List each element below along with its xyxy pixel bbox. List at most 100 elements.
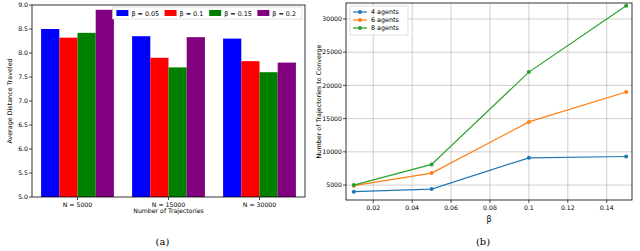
tick-label: 5.5 [18, 169, 28, 176]
legend-marker [358, 10, 362, 14]
tick-label: 0.1 [524, 204, 534, 211]
legend-swatch [165, 10, 177, 16]
tick-label: 5000 [326, 181, 342, 188]
legend-box [350, 6, 408, 35]
legend-swatch [209, 10, 221, 16]
legend-label: β = 0.1 [180, 10, 204, 18]
category-label: N = 5000 [63, 201, 93, 208]
tick [451, 200, 452, 203]
grid-line [606, 3, 607, 200]
tick [567, 200, 568, 203]
legend: 4 agents6 agents8 agents [350, 6, 408, 35]
marker [352, 184, 356, 188]
marker [430, 162, 434, 166]
tick [606, 200, 607, 203]
tick-label: 5.0 [18, 193, 28, 200]
grid-line [451, 3, 452, 200]
tick [168, 197, 169, 200]
category-label: N = 30000 [243, 201, 276, 208]
bar [59, 38, 77, 197]
bar [241, 61, 259, 197]
bar [96, 10, 114, 197]
tick [343, 85, 346, 86]
tick-label: 0.06 [444, 204, 458, 211]
tick [29, 125, 32, 126]
marker [430, 171, 434, 175]
tick [29, 53, 32, 54]
caption: (b) [476, 236, 490, 247]
tick [29, 149, 32, 150]
legend-swatch [257, 10, 269, 16]
marker [624, 154, 628, 158]
tick [489, 200, 490, 203]
marker [430, 187, 434, 191]
marker [624, 4, 628, 8]
legend-swatch [116, 10, 128, 16]
plot-area [352, 4, 628, 194]
x-axis-label: Number of Trajectories [133, 207, 203, 215]
tick [29, 5, 32, 6]
tick [343, 151, 346, 152]
legend-box [112, 7, 302, 19]
bar [78, 33, 96, 197]
tick [29, 29, 32, 30]
grid-line [346, 151, 632, 152]
tick-label: 9.0 [18, 1, 28, 8]
bar [278, 63, 296, 197]
tick [77, 197, 78, 200]
tick [29, 101, 32, 102]
tick-label: 15000 [322, 115, 342, 122]
tick-label: 0.08 [483, 204, 497, 211]
grid-line [346, 52, 632, 53]
legend: β = 0.05β = 0.1β = 0.15β = 0.2 [112, 7, 302, 19]
tick [412, 200, 413, 203]
tick-label: 8.0 [18, 49, 28, 56]
legend-label: β = 0.2 [272, 10, 296, 18]
tick-label: 25000 [322, 48, 342, 55]
grid-line [567, 3, 568, 200]
grid-line [412, 3, 413, 200]
tick-label: 30000 [322, 15, 342, 22]
plot-area [41, 10, 296, 197]
figure: 5.05.56.06.57.07.58.08.59.0N = 5000N = 1… [0, 0, 640, 251]
legend-label: 6 agents [371, 16, 400, 24]
tick-label: 20000 [322, 82, 342, 89]
frame [346, 3, 632, 200]
line [354, 92, 626, 186]
legend-marker [358, 18, 362, 22]
tick-label: 10000 [322, 148, 342, 155]
marker [624, 90, 628, 94]
grid-line [346, 85, 632, 86]
tick [29, 77, 32, 78]
y-axis-label: Average Distance Traveled [6, 58, 14, 143]
tick-label: 0.04 [405, 204, 419, 211]
marker [527, 70, 531, 74]
marker [352, 183, 356, 187]
tick-label: 8.5 [18, 25, 28, 32]
tick-label: 0.14 [600, 204, 614, 211]
tick-label: 7.0 [18, 97, 28, 104]
grid-line [528, 3, 529, 200]
tick [343, 52, 346, 53]
frame [32, 5, 305, 197]
bar [260, 72, 278, 197]
tick [373, 200, 374, 203]
bar [223, 39, 241, 197]
marker [527, 156, 531, 160]
bar [150, 58, 168, 197]
x-axis-label: β [486, 215, 491, 224]
legend-label: 4 agents [371, 8, 400, 16]
legend-label: 8 agents [371, 24, 400, 32]
tick [259, 197, 260, 200]
grid-line [346, 185, 632, 186]
bar [169, 67, 187, 197]
marker [527, 120, 531, 124]
tick-label: 0.12 [561, 204, 575, 211]
chart-line: 5000 10000 15000 20000 25000 30000 0.02 0.04 0.0… [315, 3, 632, 247]
legend-label: β = 0.15 [224, 10, 252, 18]
tick [343, 118, 346, 119]
tick [343, 185, 346, 186]
tick-label: 0.02 [366, 204, 380, 211]
caption: (a) [156, 236, 170, 247]
tick-label: 6.5 [18, 121, 28, 128]
